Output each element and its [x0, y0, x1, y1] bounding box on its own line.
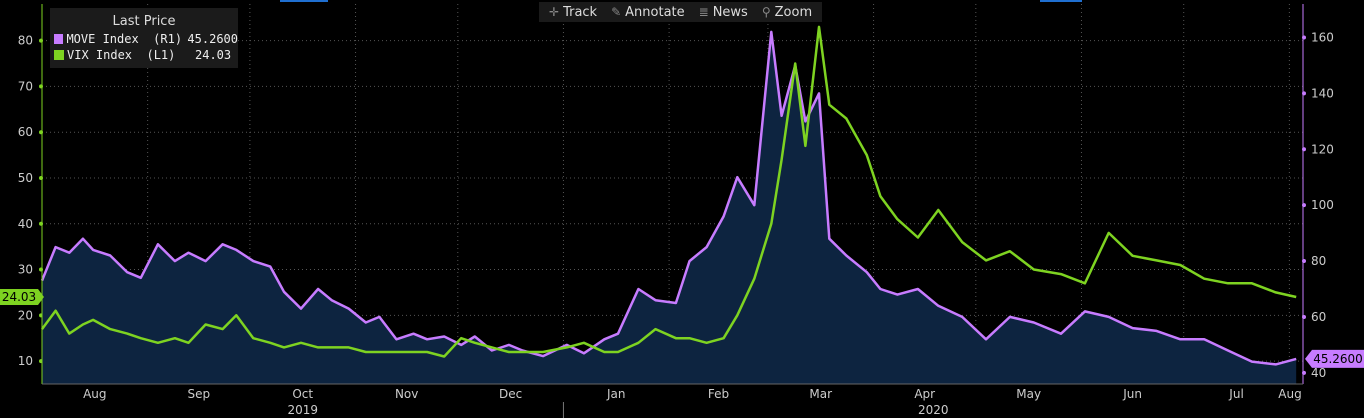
- legend-item-move[interactable]: MOVE Index (R1) 45.2600: [50, 31, 238, 47]
- left-tick-label: 20: [18, 308, 33, 322]
- month-label: Aug: [83, 387, 106, 401]
- year-label: 2019: [287, 403, 318, 417]
- month-label: Jan: [606, 387, 626, 401]
- move-last-badge: [1312, 349, 1364, 368]
- right-tick-label: 100: [1311, 198, 1334, 212]
- legend-item-vix-value: 24.03: [195, 48, 232, 62]
- vix-line: [40, 25, 1297, 358]
- month-label: Mar: [809, 387, 832, 401]
- right-tick-label: 40: [1311, 366, 1326, 380]
- legend-item-vix[interactable]: VIX Index (L1) 24.03: [50, 47, 238, 63]
- left-tick-label: 70: [18, 79, 33, 93]
- top-accent-line-left: [280, 0, 328, 2]
- right-tick-label: 80: [1311, 254, 1326, 268]
- zoom-button[interactable]: ⚲ Zoom: [756, 3, 818, 21]
- zoom-label: Zoom: [774, 4, 813, 20]
- top-accent-line-right: [1040, 0, 1082, 2]
- month-label: Jun: [1122, 387, 1142, 401]
- annotate-label: Annotate: [625, 4, 685, 20]
- left-tick-label: 80: [18, 34, 33, 48]
- vix-swatch: [54, 50, 64, 60]
- track-button[interactable]: ✛ Track: [543, 3, 603, 21]
- month-label: Dec: [499, 387, 522, 401]
- move-swatch: [54, 34, 64, 44]
- right-tick-label: 140: [1311, 86, 1334, 100]
- left-tick-label: 40: [18, 217, 33, 231]
- month-label: Nov: [395, 387, 418, 401]
- track-label: Track: [563, 4, 598, 20]
- vix-last-badge: [0, 289, 38, 306]
- vix-last-label: 24.03: [2, 290, 36, 304]
- month-label: Aug: [1278, 387, 1301, 401]
- month-label: Apr: [914, 387, 935, 401]
- move-line: [40, 30, 1297, 366]
- news-icon: ≣: [698, 5, 709, 19]
- right-tick-label: 160: [1311, 31, 1334, 45]
- left-tick-label: 10: [18, 354, 33, 368]
- chart-toolbar: ✛ Track ✎ Annotate ≣ News ⚲ Zoom: [539, 2, 823, 22]
- right-tick-label: 120: [1311, 142, 1334, 156]
- right-tick-label: 60: [1311, 310, 1326, 324]
- month-label: Sep: [187, 387, 210, 401]
- left-tick-label: 50: [18, 171, 33, 185]
- month-label: Feb: [708, 387, 729, 401]
- magnifier-icon: ⚲: [761, 5, 771, 19]
- crosshair-icon: ✛: [549, 5, 560, 19]
- move-last-badge-arrow: [1305, 349, 1312, 368]
- move-area: [42, 31, 1297, 385]
- pencil-icon: ✎: [611, 5, 622, 19]
- news-label: News: [712, 4, 748, 20]
- left-tick-label: 30: [18, 263, 33, 277]
- month-label: May: [1016, 387, 1041, 401]
- move-last-label: 45.2600: [1313, 352, 1363, 366]
- month-label: Oct: [292, 387, 313, 401]
- month-label: Jul: [1228, 387, 1243, 401]
- vix-last-badge-arrow: [38, 289, 44, 306]
- year-label: 2020: [918, 403, 949, 417]
- legend-item-move-value: 45.2600: [187, 32, 238, 46]
- news-button[interactable]: ≣ News: [693, 3, 754, 21]
- legend-title: Last Price: [112, 14, 176, 29]
- chart-legend: Last Price MOVE Index (R1) 45.2600 VIX I…: [50, 8, 238, 68]
- legend-item-move-name: MOVE Index (R1): [66, 32, 183, 46]
- left-tick-label: 60: [18, 125, 33, 139]
- legend-item-vix-name: VIX Index (L1): [67, 48, 176, 62]
- annotate-button[interactable]: ✎ Annotate: [605, 3, 691, 21]
